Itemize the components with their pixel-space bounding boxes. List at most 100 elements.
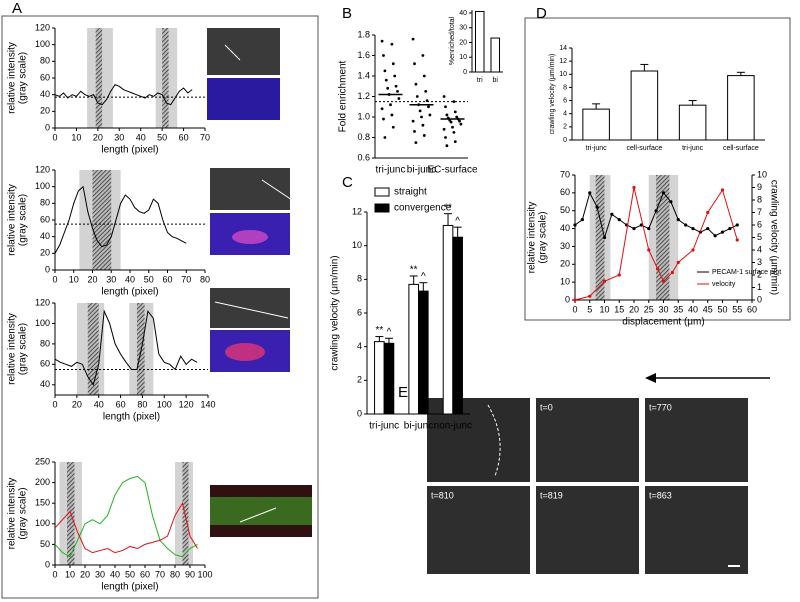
x-axis-label: length (pixel) xyxy=(101,287,158,298)
x-category-label: tri-junc xyxy=(586,145,608,152)
point xyxy=(617,273,621,277)
x-tick-label: 20 xyxy=(72,399,82,409)
point xyxy=(573,298,577,302)
y-tick-label: 0.8 xyxy=(357,132,370,142)
x-tick-label: 10 xyxy=(71,132,81,142)
point xyxy=(647,226,651,231)
bar xyxy=(408,283,419,415)
dot xyxy=(442,95,446,98)
x-axis-label: length (pixel) xyxy=(103,412,160,423)
x-category-label: bi xyxy=(493,77,499,84)
y-tick-label: 100 xyxy=(35,181,50,191)
x-category-label: EC-surface xyxy=(427,165,477,176)
dot xyxy=(391,125,395,129)
y-tick-label: 40 xyxy=(40,231,50,241)
y-tick-label: 0 xyxy=(463,69,467,76)
x-tick-label: 0 xyxy=(52,569,57,579)
bar xyxy=(490,37,501,73)
dot xyxy=(422,134,426,137)
y-tick-label: 0 xyxy=(565,294,570,304)
dot xyxy=(390,113,394,117)
y-tick-label: 20 xyxy=(40,248,50,258)
hatch-band xyxy=(182,462,189,565)
micrographs-a xyxy=(207,28,312,537)
y2-tick-label: 7 xyxy=(757,207,762,217)
series-line xyxy=(54,309,198,386)
point xyxy=(661,279,666,283)
dot xyxy=(411,119,415,123)
x-tick-label: 30 xyxy=(106,274,116,284)
panel-label: A xyxy=(12,0,22,17)
dot xyxy=(459,122,463,126)
dot xyxy=(445,113,449,117)
hatch-band xyxy=(595,175,605,300)
y2-tick-label: 8 xyxy=(757,194,762,204)
dot xyxy=(442,127,446,131)
y-tick-label: 50 xyxy=(40,539,50,549)
y2-tick-label: 9 xyxy=(757,182,762,192)
x-tick-label: 70 xyxy=(200,132,210,142)
hatch-band xyxy=(136,303,145,395)
y-tick-label: 0 xyxy=(563,137,567,144)
point xyxy=(573,223,577,227)
dot xyxy=(397,97,401,100)
point xyxy=(661,191,666,195)
y2-tick-label: 5 xyxy=(757,232,762,242)
dot xyxy=(380,107,384,111)
point xyxy=(669,200,673,204)
timepoint: t=863 xyxy=(649,490,672,500)
significance: ** xyxy=(410,265,418,276)
point xyxy=(728,226,732,231)
bar xyxy=(474,10,485,73)
point xyxy=(691,226,695,231)
hatch-band xyxy=(95,28,103,128)
x-tick-label: 0 xyxy=(52,399,57,409)
point xyxy=(617,218,621,222)
y2-axis-label: crawling velocity (μm/min) xyxy=(768,180,779,295)
series-line xyxy=(54,185,187,254)
x-tick-label: 10 xyxy=(65,569,75,579)
y-tick-label: 20 xyxy=(40,106,50,116)
x-tick-label: 80 xyxy=(170,569,180,579)
dot xyxy=(383,136,387,139)
y-tick-label: 0 xyxy=(45,559,50,569)
bar xyxy=(374,341,385,415)
x-axis-label: length (pixel) xyxy=(101,582,158,593)
x-tick-label: 60 xyxy=(179,132,189,142)
dot xyxy=(421,54,425,57)
y-tick-label: 40 xyxy=(40,89,50,99)
dot xyxy=(427,105,430,109)
dot xyxy=(393,74,397,78)
dot xyxy=(453,110,457,114)
y-tick-label: 0 xyxy=(45,122,50,132)
significance: ** xyxy=(444,202,452,213)
point xyxy=(676,218,680,222)
y-tick-label: 10 xyxy=(559,71,567,78)
x-category-label: tri-junc xyxy=(375,165,405,176)
y-tick-label: 0 xyxy=(45,264,50,274)
x-tick-label: 40 xyxy=(94,399,104,409)
point xyxy=(684,223,688,227)
hatch-band xyxy=(92,170,112,270)
y-tick-label: 1.6 xyxy=(357,50,370,60)
bar xyxy=(678,104,707,141)
x-category-label: tri-junc xyxy=(682,145,704,152)
dot xyxy=(382,117,385,121)
x-category-label: bi-junc xyxy=(404,421,433,432)
bar xyxy=(418,290,429,415)
x-tick-label: 20 xyxy=(629,304,639,314)
y-tick-label: 1.8 xyxy=(357,29,370,39)
y-axis-label: relative intensity xyxy=(7,478,18,550)
x-tick-label: 90 xyxy=(185,569,195,579)
y-tick-label: 50 xyxy=(560,205,570,215)
y-tick-label: 250 xyxy=(35,456,50,466)
x-tick-label: 80 xyxy=(137,399,147,409)
point xyxy=(691,248,695,252)
legend-label: convergence xyxy=(394,203,452,214)
x-tick-label: 50 xyxy=(157,132,167,142)
dot xyxy=(452,100,456,104)
y-axis-label: (gray scale) xyxy=(18,194,29,246)
point xyxy=(632,226,636,231)
hatch-band xyxy=(656,175,670,300)
dot xyxy=(451,125,454,129)
